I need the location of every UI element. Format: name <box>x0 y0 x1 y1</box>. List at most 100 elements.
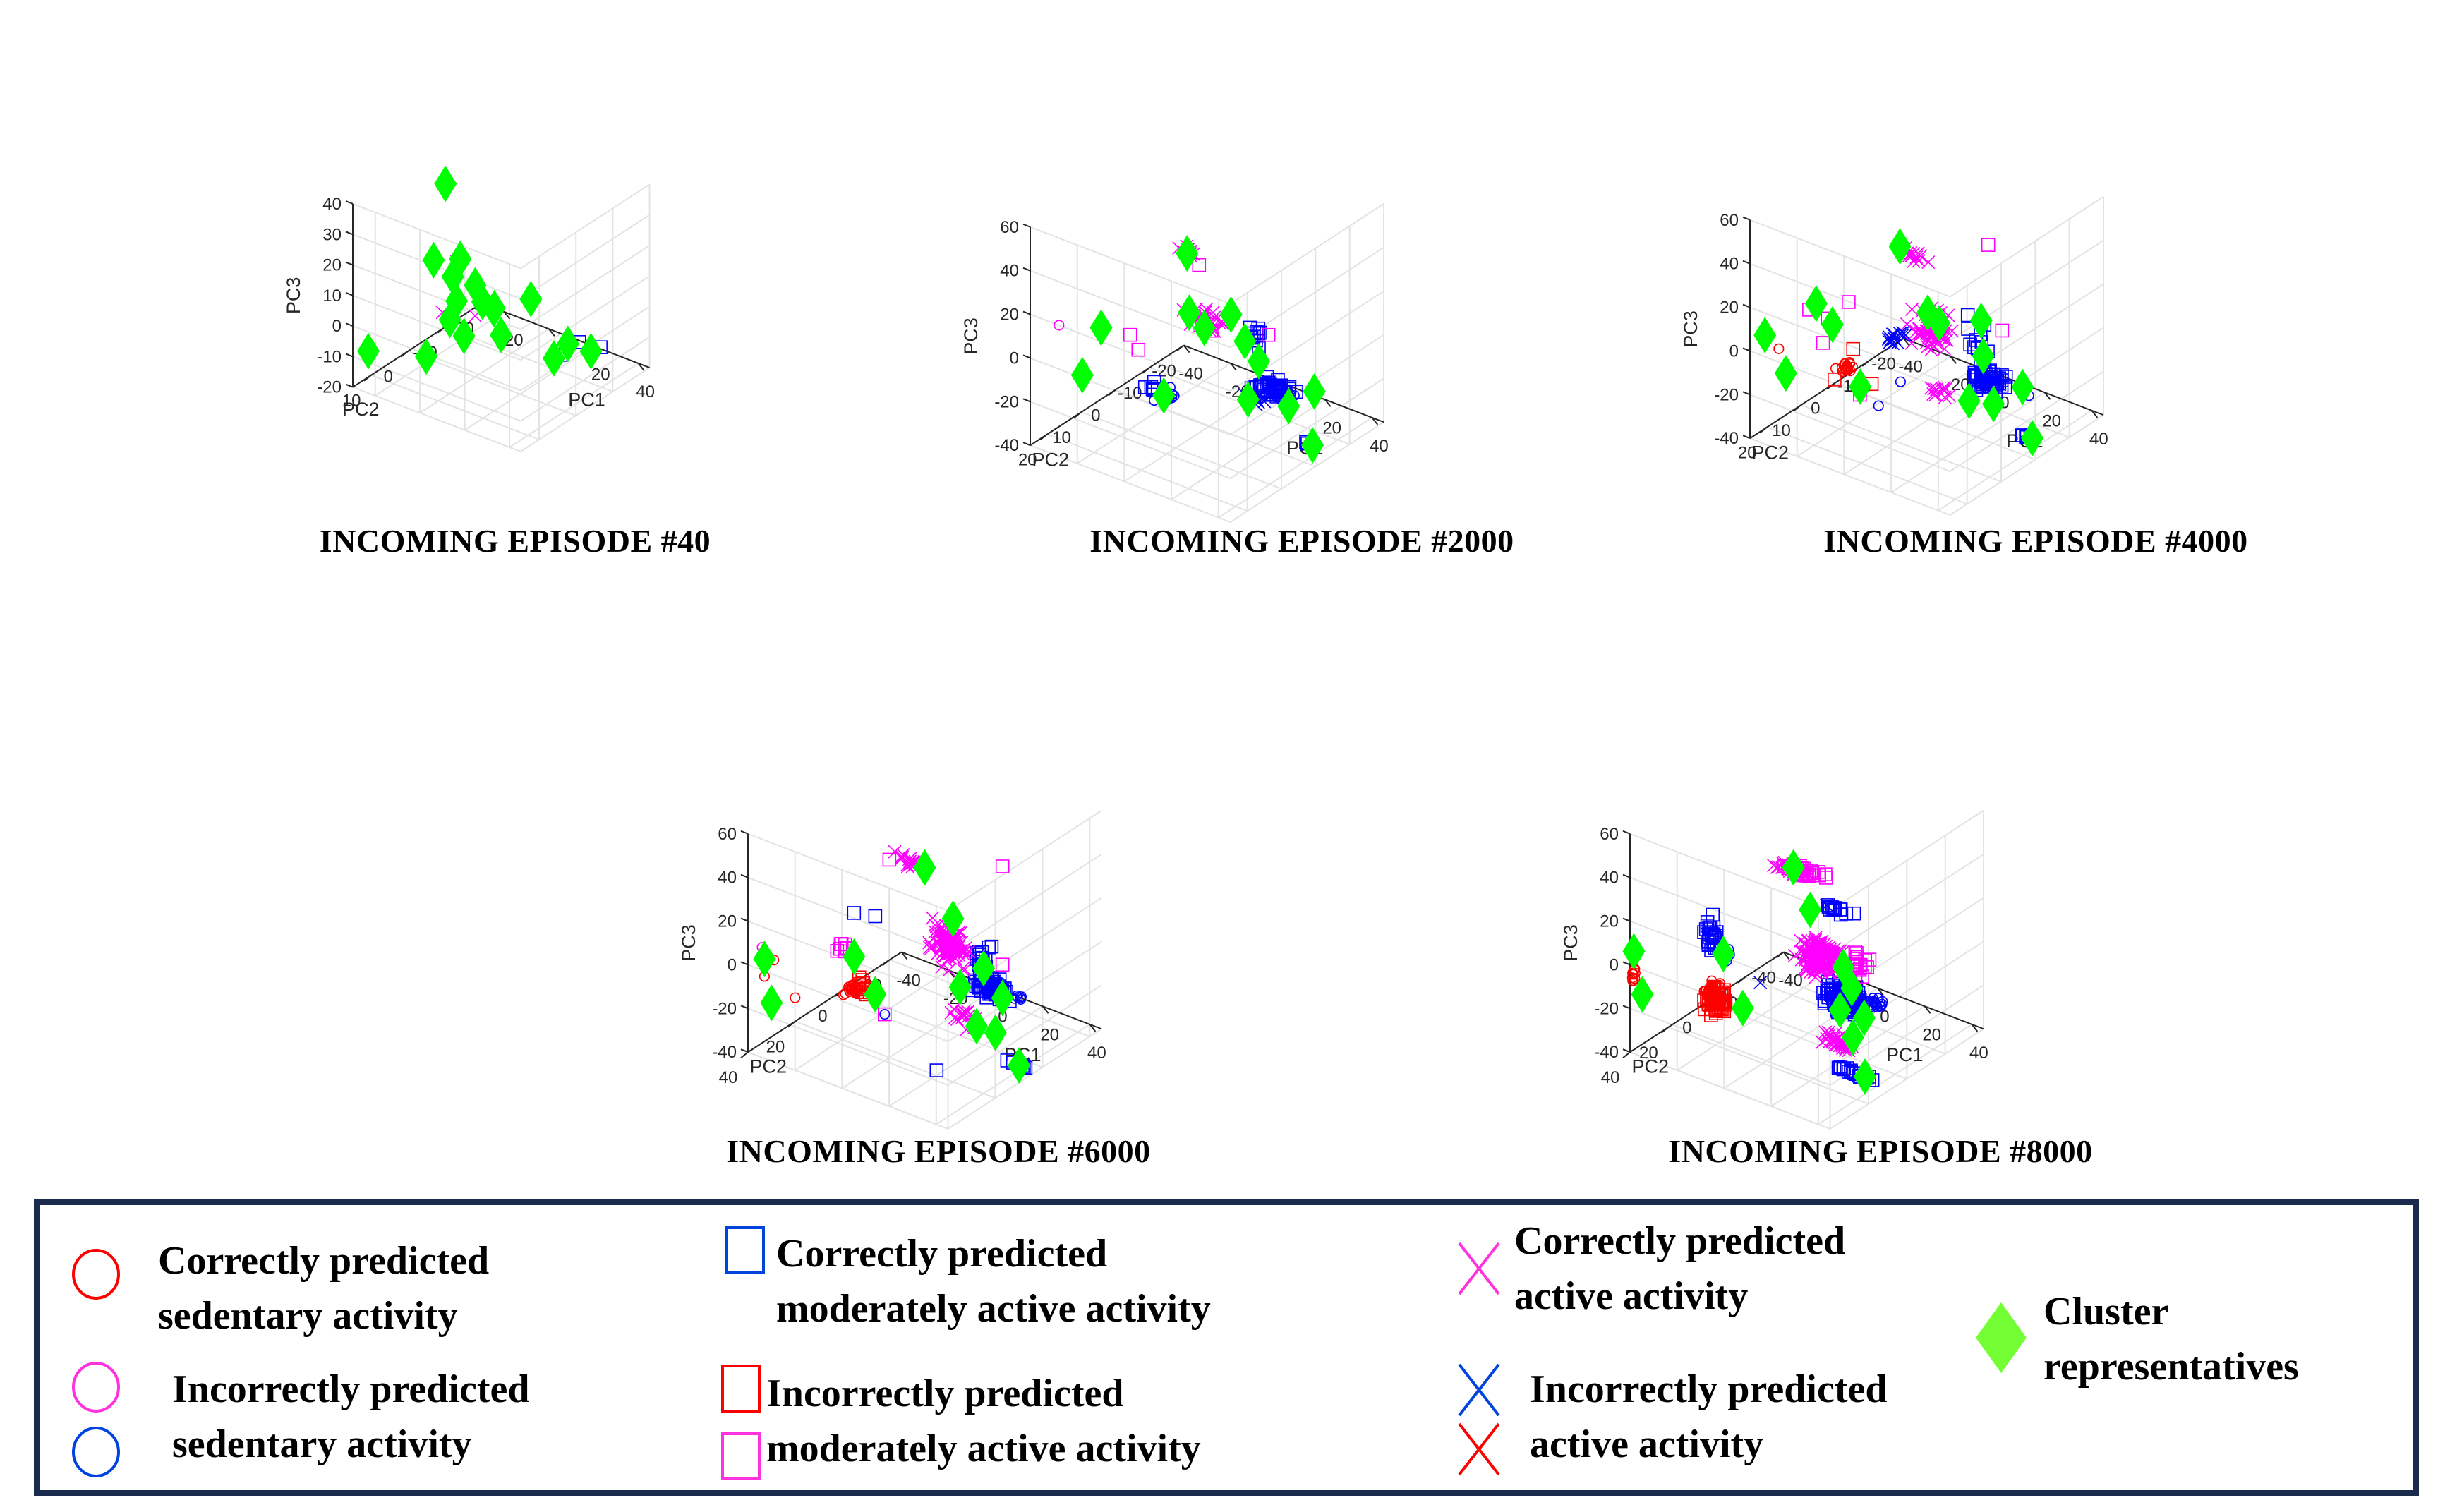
pc3-tick <box>1622 1005 1631 1010</box>
data-markers <box>1622 849 1888 1096</box>
data-point-x <box>1909 325 1924 339</box>
scatter3d-panel-episode-2000: -40-2002040-20-1001020-40-200204060PC1PC… <box>833 71 1574 571</box>
grid-line <box>1171 399 1326 500</box>
pc2-tick <box>1073 411 1082 418</box>
cluster-representative-diamond <box>1774 355 1797 392</box>
cluster-representative-diamond <box>2011 368 2034 406</box>
pc2-tick-label: 0 <box>1682 1018 1691 1037</box>
pc2-tick <box>1861 360 1870 367</box>
cluster-representative-diamond <box>1178 294 1201 332</box>
data-point-circle <box>1876 1000 1887 1012</box>
cluster-representative-diamond <box>579 332 603 370</box>
pc1-tick-label: -40 <box>1178 364 1203 383</box>
pc2-axis-label: PC2 <box>1632 1056 1670 1077</box>
grid-line <box>747 1008 948 1087</box>
grid-line <box>464 345 594 431</box>
pc3-axis-label: PC3 <box>1560 924 1581 962</box>
data-point-square <box>1840 1061 1854 1075</box>
pc2-tick-label: 0 <box>1811 399 1820 418</box>
grid-line <box>1046 433 1248 512</box>
cluster-representative-diamond <box>948 969 972 1006</box>
data-point-square <box>1858 960 1872 974</box>
grid-line <box>841 987 996 1089</box>
cluster-representative-diamond <box>1841 1019 1864 1056</box>
cluster-representative-diamond <box>1854 1058 1877 1096</box>
data-point-square <box>1267 387 1281 402</box>
pc1-tick <box>1089 1024 1097 1032</box>
pc2-tick <box>1793 404 1802 411</box>
data-point-square <box>995 957 1010 972</box>
scatter3d-plot: -40-2002040-2002040-40-200204060PC1PC2PC… <box>678 809 1106 1130</box>
pc2-tick-label: 20 <box>1639 1044 1658 1063</box>
data-point-square <box>1961 322 1975 336</box>
pc3-tick-label: 20 <box>1720 298 1739 317</box>
grid-line <box>1229 246 1384 349</box>
grid-line <box>1030 444 1231 523</box>
legend-label-incorrect-sedentary: Incorrectly predicted sedentary activity <box>172 1367 530 1466</box>
data-point-circle <box>1867 993 1878 1004</box>
data-point-x <box>947 1002 961 1016</box>
data-point-x <box>1828 942 1842 956</box>
grid-line <box>1766 426 1968 505</box>
pc3-tick <box>1742 435 1751 440</box>
grid-line <box>520 183 651 270</box>
cluster-representative-diamond <box>1008 1046 1031 1084</box>
legend-label-correct-active: Correctly predicted active activity <box>1514 1219 1846 1318</box>
pc3-tick-label: 60 <box>1720 211 1739 230</box>
data-point-square <box>1833 902 1848 917</box>
pc1-tick-label: 40 <box>1370 437 1389 456</box>
cluster-representative-diamond <box>1972 337 1995 375</box>
data-point-square <box>1818 871 1833 885</box>
data-point-square <box>1842 295 1856 309</box>
grid-line <box>1829 984 1984 1086</box>
cluster-representative-diamond <box>1804 285 1828 322</box>
data-point-circle <box>879 1009 891 1020</box>
data-point-x <box>1801 934 1815 948</box>
data-point-x <box>1767 859 1781 873</box>
data-point-square <box>1825 900 1840 914</box>
cluster-representative-diamond <box>519 280 543 317</box>
data-point-x <box>922 936 936 950</box>
cluster-representative-diamond <box>2021 419 2044 456</box>
grid-line <box>1229 202 1384 305</box>
data-point-square <box>1706 907 1720 922</box>
pc2-tick-label: 10 <box>1052 428 1071 447</box>
data-point-x <box>1820 898 1834 912</box>
pc1-tick-label: 40 <box>2089 430 2108 449</box>
pc3-tick <box>1022 223 1031 228</box>
grid-line <box>520 336 651 422</box>
pc3-axis-label: PC3 <box>1680 310 1701 348</box>
data-point-square <box>1850 950 1864 964</box>
pc1-axis-label: PC1 <box>1886 1044 1924 1065</box>
data-point-square <box>1144 380 1159 394</box>
data-point-square <box>1823 902 1837 917</box>
pc1-tick <box>548 328 555 337</box>
data-point-square <box>1969 368 1984 382</box>
grid-line <box>1949 195 2104 298</box>
pc3-tick <box>1022 267 1031 272</box>
pc3-tick-label: -10 <box>317 347 342 366</box>
grid-line <box>352 325 521 392</box>
cluster-representative-diamond <box>434 165 457 202</box>
pc1-tick-label: 20 <box>1322 418 1341 437</box>
grid-line <box>936 1024 1090 1125</box>
data-point-circle <box>838 989 849 1000</box>
cluster-representative-diamond <box>556 325 579 363</box>
data-point-square <box>1702 934 1716 948</box>
pc1-tick <box>637 363 645 371</box>
pc2-tick <box>1108 389 1116 397</box>
pc2-tick <box>740 1051 749 1059</box>
pc2-tick <box>1660 1027 1670 1034</box>
pc1-tick <box>1877 988 1884 996</box>
cluster-representative-diamond <box>1277 387 1300 425</box>
pc2-tick <box>363 374 372 382</box>
data-point-x <box>1893 327 1907 341</box>
axes: -40-2002040-2002040-40-200204060PC1PC2PC… <box>678 825 1106 1087</box>
cluster-representative-diamond <box>843 938 866 975</box>
data-point-square <box>1847 906 1861 921</box>
data-point-square <box>972 980 986 995</box>
legend-label-incorrect-active: Incorrectly predicted active activity <box>1530 1367 1888 1466</box>
pc3-tick-label: 40 <box>1600 869 1619 888</box>
data-point-square <box>1192 258 1207 272</box>
data-markers <box>753 845 1033 1084</box>
